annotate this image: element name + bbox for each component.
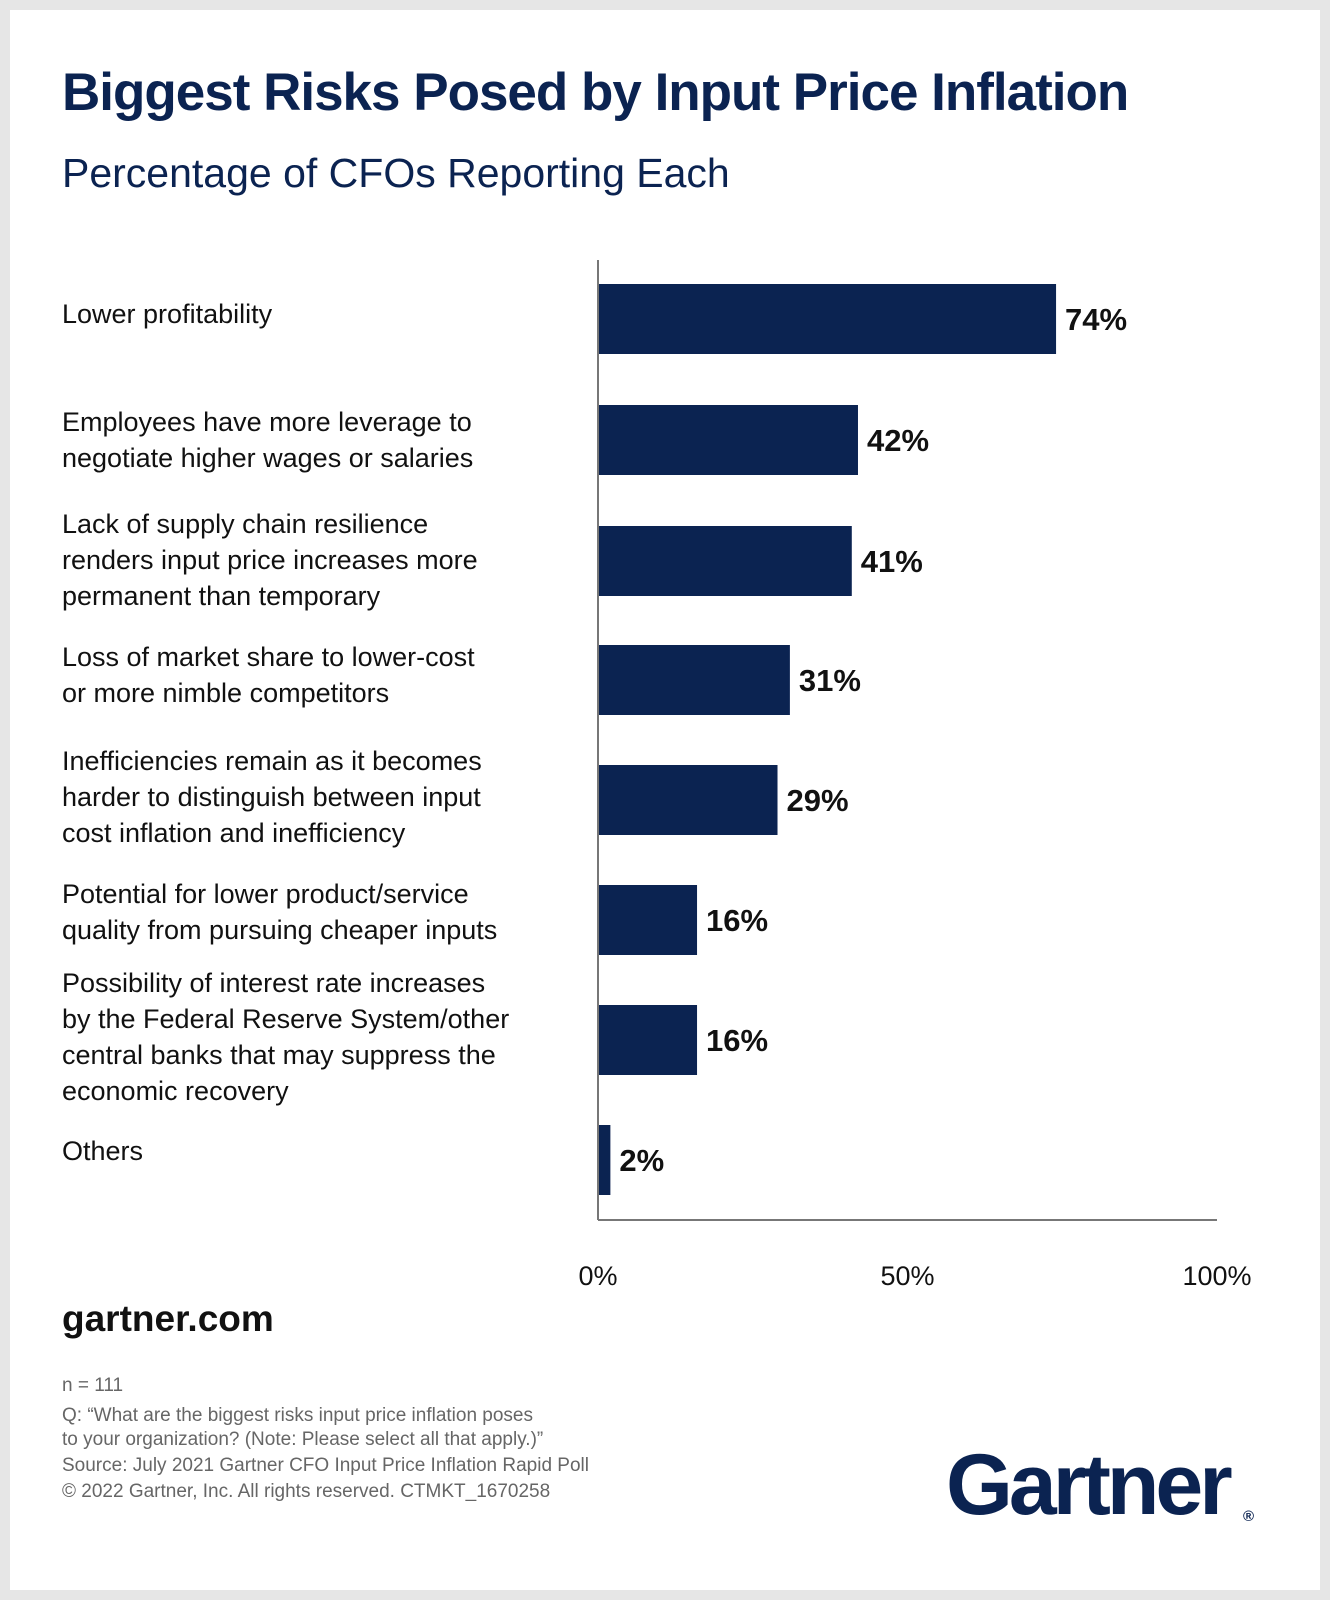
bar-value-label: 42% — [867, 423, 929, 458]
gartner-logo: Gartner — [946, 1437, 1233, 1533]
survey-question-note: Q: “What are the biggest risks input pri… — [62, 1405, 544, 1450]
bar-value-label: 31% — [799, 663, 861, 698]
category-label: Loss of market share to lower-cost or mo… — [62, 642, 475, 708]
chart-subtitle: Percentage of CFOs Reporting Each — [62, 150, 730, 196]
bar — [598, 1005, 698, 1075]
bar — [598, 1125, 611, 1195]
x-tick-label: 0% — [578, 1261, 617, 1291]
sample-size-note: n = 111 — [62, 1375, 124, 1396]
category-label: Employees have more leverage to negotiat… — [62, 407, 474, 473]
bar — [598, 645, 790, 715]
category-label: Lower profitability — [62, 299, 273, 329]
bar-value-label: 16% — [706, 903, 768, 938]
source-note: Source: July 2021 Gartner CFO Input Pric… — [62, 1455, 589, 1476]
x-tick-label: 100% — [1182, 1261, 1251, 1291]
category-label: Potential for lower product/service qual… — [62, 879, 498, 945]
copyright-note: © 2022 Gartner, Inc. All rights reserved… — [62, 1481, 551, 1502]
bar — [598, 405, 858, 475]
bar — [598, 284, 1057, 354]
bar-value-label: 29% — [787, 783, 849, 818]
bar-value-label: 2% — [619, 1143, 664, 1178]
chart-title: Biggest Risks Posed by Input Price Infla… — [62, 63, 1129, 122]
registered-mark: ® — [1243, 1508, 1255, 1525]
category-label: Inefficiencies remain as it becomes hard… — [62, 746, 482, 848]
bar-value-label: 41% — [861, 544, 923, 579]
website-label: gartner.com — [62, 1298, 274, 1339]
x-tick-label: 50% — [880, 1261, 934, 1291]
bar — [598, 765, 778, 835]
bar — [598, 885, 698, 955]
category-label: Lack of supply chain resilience renders … — [62, 509, 478, 611]
bar — [598, 526, 852, 596]
bar-value-label: 16% — [706, 1023, 768, 1058]
category-label: Others — [62, 1136, 144, 1166]
bar-value-label: 74% — [1065, 302, 1127, 337]
category-label: Possibility of interest rate increases b… — [62, 968, 510, 1106]
